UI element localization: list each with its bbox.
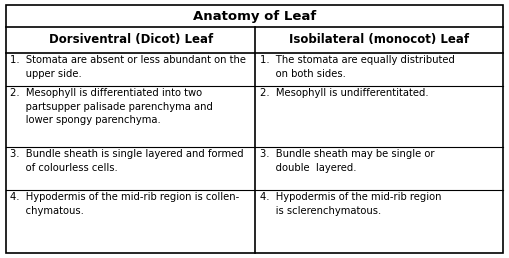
Text: 4.  Hypodermis of the mid-rib region is collen-
     chymatous.: 4. Hypodermis of the mid-rib region is c… (10, 192, 239, 215)
Text: 1.  Stomata are absent or less abundant on the
     upper side.: 1. Stomata are absent or less abundant o… (10, 55, 246, 79)
Text: Anatomy of Leaf: Anatomy of Leaf (193, 10, 316, 22)
Text: Isobilateral (monocot) Leaf: Isobilateral (monocot) Leaf (289, 34, 469, 46)
Text: 2.  Mesophyll is differentiated into two
     partsupper palisade parenchyma and: 2. Mesophyll is differentiated into two … (10, 88, 213, 125)
Text: 3.  Bundle sheath may be single or
     double  layered.: 3. Bundle sheath may be single or double… (260, 149, 434, 173)
Text: 1.  The stomata are equally distributed
     on both sides.: 1. The stomata are equally distributed o… (260, 55, 455, 79)
Text: Dorsiventral (Dicot) Leaf: Dorsiventral (Dicot) Leaf (49, 34, 213, 46)
Text: 2.  Mesophyll is undifferentitated.: 2. Mesophyll is undifferentitated. (260, 88, 428, 98)
Text: 3.  Bundle sheath is single layered and formed
     of colourless cells.: 3. Bundle sheath is single layered and f… (10, 149, 244, 173)
Text: 4.  Hypodermis of the mid-rib region
     is sclerenchymatous.: 4. Hypodermis of the mid-rib region is s… (260, 192, 441, 215)
